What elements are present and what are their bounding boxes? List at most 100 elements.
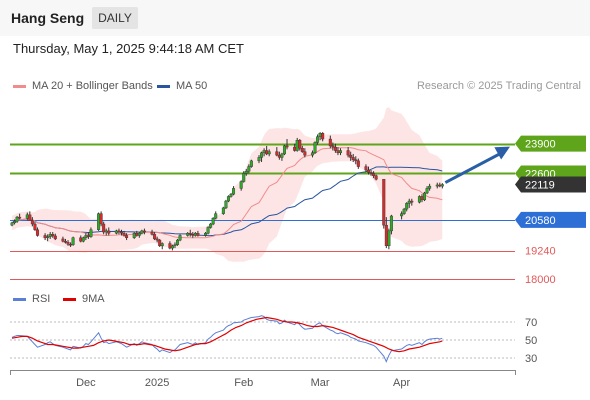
candle-body — [354, 159, 358, 162]
candle-body — [30, 220, 34, 225]
level-tag — [515, 135, 586, 152]
candle — [153, 232, 157, 241]
candle-body — [84, 235, 88, 238]
candle-body — [132, 232, 136, 238]
level-label-22119: 22119 — [515, 176, 586, 193]
candle — [28, 211, 32, 221]
candle — [405, 202, 409, 212]
candle — [402, 207, 406, 215]
candle-body — [333, 146, 337, 151]
candle-body — [402, 208, 406, 214]
candle — [229, 193, 233, 198]
candle — [97, 212, 101, 231]
candle — [173, 242, 177, 249]
candle-body — [277, 154, 281, 158]
candle — [351, 153, 355, 162]
candle — [132, 232, 136, 239]
rsi-tick-label: 70 — [525, 317, 537, 329]
bollinger-band — [12, 107, 443, 262]
candle — [71, 236, 75, 246]
candle — [221, 206, 225, 215]
candle-body — [142, 230, 146, 233]
candle — [211, 217, 215, 226]
candle-body — [158, 239, 162, 247]
candle-body — [214, 213, 218, 219]
candle — [51, 232, 55, 238]
forecast-arrow-line — [444, 150, 505, 184]
candle-body — [438, 184, 442, 187]
candle — [316, 134, 320, 145]
period-badge[interactable]: DAILY — [92, 7, 138, 29]
candle-body — [247, 166, 251, 172]
candle — [428, 183, 432, 191]
ma20-label: MA 20 + Bollinger Bands — [32, 80, 153, 92]
candle-body — [140, 230, 144, 234]
candle — [367, 166, 371, 175]
candle-body — [209, 223, 213, 228]
candle-body — [153, 234, 157, 240]
candle — [282, 144, 286, 156]
candle — [346, 147, 350, 158]
candle — [425, 186, 429, 195]
candle-body — [63, 241, 67, 243]
candle — [232, 186, 236, 196]
candle-body — [267, 151, 271, 155]
level-text: 22119 — [525, 180, 555, 192]
candle-body — [410, 200, 414, 203]
candle-body — [400, 213, 404, 217]
candle-body — [389, 215, 393, 232]
candle-body — [349, 154, 353, 158]
candle — [176, 238, 180, 246]
candle — [331, 142, 335, 151]
x-tick-label: 2025 — [145, 377, 169, 389]
candle — [158, 238, 162, 247]
candle-body — [204, 232, 208, 236]
candle-body — [178, 235, 182, 241]
candle — [280, 152, 284, 161]
candle — [224, 199, 228, 210]
candle — [303, 148, 307, 158]
candle-body — [275, 151, 279, 156]
candle — [247, 164, 251, 174]
candle — [417, 195, 421, 204]
candle-body — [262, 150, 266, 154]
level-label-20580: 20580 — [515, 211, 586, 228]
candle-body — [338, 150, 342, 154]
candle-body — [135, 232, 139, 236]
candle-body — [336, 150, 340, 154]
candle-body — [387, 230, 391, 247]
candle — [349, 151, 353, 161]
candle-body — [257, 157, 261, 162]
candle-body — [69, 244, 73, 246]
candle-body — [150, 231, 154, 235]
candle — [242, 171, 246, 183]
candle — [160, 242, 164, 250]
timestamp: Thursday, May 1, 2025 9:44:18 AM CET — [13, 41, 244, 56]
candle — [30, 217, 34, 227]
candle-body — [239, 181, 243, 189]
level-label-19240: 19240 — [525, 246, 556, 258]
candle — [300, 145, 304, 153]
candle — [387, 228, 391, 250]
candle-body — [122, 232, 126, 236]
candle-body — [382, 179, 386, 226]
candle-body — [99, 213, 103, 225]
candle-body — [81, 237, 85, 242]
candle — [275, 147, 279, 157]
candle — [188, 229, 192, 237]
candle-body — [313, 142, 317, 154]
candle-body — [168, 243, 172, 249]
candle-body — [114, 230, 118, 234]
level-text: 23900 — [525, 139, 556, 151]
candle — [119, 229, 123, 236]
candle-body — [206, 227, 210, 234]
candle-body — [173, 244, 177, 247]
candle-body — [71, 237, 75, 245]
candle-body — [224, 200, 228, 209]
candle-body — [310, 152, 314, 156]
level-label-18000: 18000 — [525, 274, 556, 286]
candle-body — [435, 184, 439, 187]
candle — [239, 180, 243, 191]
candle — [249, 159, 253, 168]
